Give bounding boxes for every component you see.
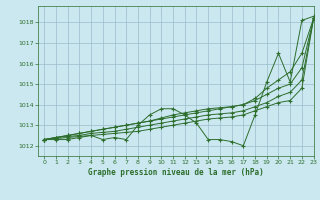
X-axis label: Graphe pression niveau de la mer (hPa): Graphe pression niveau de la mer (hPa) — [88, 168, 264, 177]
